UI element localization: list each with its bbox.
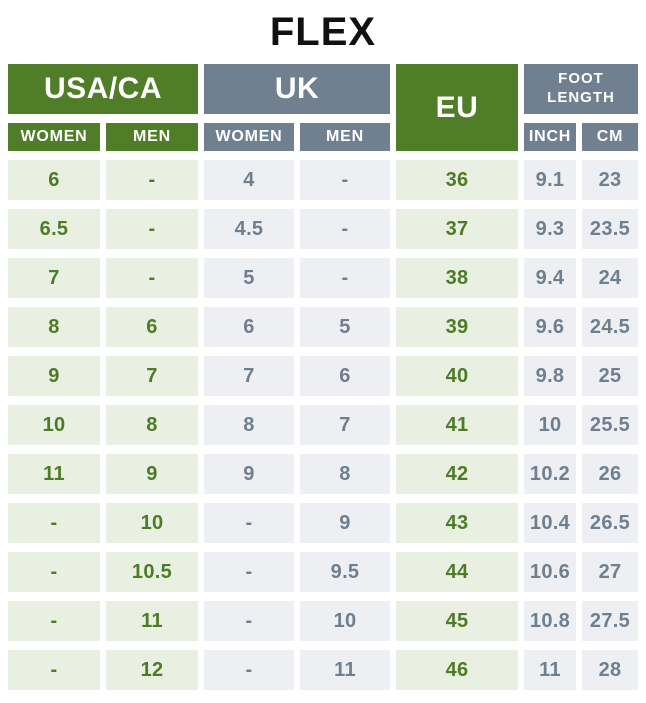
table-cell: 8 — [8, 307, 100, 347]
subheader-usaca-women: WOMEN — [8, 123, 100, 151]
table-cell: 9.6 — [524, 307, 576, 347]
table-cell: 26 — [582, 454, 638, 494]
table-cell: 12 — [106, 650, 198, 690]
table-cell: 43 — [396, 503, 518, 543]
header-group-eu: EU — [396, 64, 518, 151]
table-cell: 41 — [396, 405, 518, 445]
table-cell: 10 — [300, 601, 390, 641]
table-cell: - — [300, 160, 390, 200]
table-cell: 11 — [524, 650, 576, 690]
table-cell: 4 — [204, 160, 294, 200]
table-cell: - — [8, 552, 100, 592]
table-cell: 9 — [106, 454, 198, 494]
table-cell: 10 — [8, 405, 100, 445]
table-cell: 42 — [396, 454, 518, 494]
table-cell: 25.5 — [582, 405, 638, 445]
subheader-uk-men: MEN — [300, 123, 390, 151]
table-cell: 10.2 — [524, 454, 576, 494]
table-cell: - — [106, 209, 198, 249]
table-cell: 27 — [582, 552, 638, 592]
table-cell: 9.8 — [524, 356, 576, 396]
table-cell: - — [106, 258, 198, 298]
table-cell: 10 — [106, 503, 198, 543]
table-cell: 28 — [582, 650, 638, 690]
table-cell: 44 — [396, 552, 518, 592]
header-group-usa-ca: USA/CA — [8, 64, 198, 114]
table-cell: 45 — [396, 601, 518, 641]
table-cell: 9.3 — [524, 209, 576, 249]
table-cell: 11 — [8, 454, 100, 494]
table-cell: 9 — [204, 454, 294, 494]
table-cell: - — [8, 650, 100, 690]
table-cell: - — [106, 160, 198, 200]
table-cell: 8 — [300, 454, 390, 494]
table-cell: 10.4 — [524, 503, 576, 543]
table-cell: 37 — [396, 209, 518, 249]
table-cell: - — [204, 552, 294, 592]
table-cell: 23 — [582, 160, 638, 200]
table-cell: 24.5 — [582, 307, 638, 347]
table-cell: 9.5 — [300, 552, 390, 592]
table-cell: - — [300, 209, 390, 249]
table-cell: 6 — [204, 307, 294, 347]
subheader-usaca-men: MEN — [106, 123, 198, 151]
table-cell: 25 — [582, 356, 638, 396]
table-cell: 9 — [8, 356, 100, 396]
table-cell: 7 — [204, 356, 294, 396]
table-cell: 7 — [300, 405, 390, 445]
table-cell: 7 — [106, 356, 198, 396]
table-cell: 36 — [396, 160, 518, 200]
table-cell: 40 — [396, 356, 518, 396]
table-cell: 24 — [582, 258, 638, 298]
table-cell: 9 — [300, 503, 390, 543]
table-cell: 5 — [204, 258, 294, 298]
table-cell: 10.8 — [524, 601, 576, 641]
table-cell: 10.6 — [524, 552, 576, 592]
table-cell: 4.5 — [204, 209, 294, 249]
table-cell: 10.5 — [106, 552, 198, 592]
table-cell: 9.1 — [524, 160, 576, 200]
table-cell: 6.5 — [8, 209, 100, 249]
table-cell: 9.4 — [524, 258, 576, 298]
table-cell: 27.5 — [582, 601, 638, 641]
table-cell: 38 — [396, 258, 518, 298]
table-cell: 10 — [524, 405, 576, 445]
subheader-cm: CM — [582, 123, 638, 151]
table-cell: 6 — [106, 307, 198, 347]
table-cell: 5 — [300, 307, 390, 347]
table-cell: 6 — [300, 356, 390, 396]
table-cell: 39 — [396, 307, 518, 347]
table-cell: - — [204, 503, 294, 543]
table-cell: - — [204, 601, 294, 641]
table-cell: 8 — [106, 405, 198, 445]
table-cell: 26.5 — [582, 503, 638, 543]
foot-length-label: FOOT LENGTH — [547, 70, 615, 106]
table-cell: 8 — [204, 405, 294, 445]
table-cell: - — [8, 601, 100, 641]
subheader-uk-women: WOMEN — [204, 123, 294, 151]
subheader-inch: INCH — [524, 123, 576, 151]
header-group-foot-length: FOOT LENGTH — [524, 64, 638, 114]
table-cell: - — [8, 503, 100, 543]
table-cell: 7 — [8, 258, 100, 298]
page-title: FLEX — [269, 10, 377, 54]
header-group-uk: UK — [204, 64, 390, 114]
table-cell: - — [300, 258, 390, 298]
table-cell: 11 — [106, 601, 198, 641]
table-cell: 11 — [300, 650, 390, 690]
table-cell: - — [204, 650, 294, 690]
table-cell: 23.5 — [582, 209, 638, 249]
size-table: USA/CA UK EU FOOT LENGTH WOMEN MEN WOMEN… — [8, 64, 638, 690]
table-cell: 6 — [8, 160, 100, 200]
table-cell: 46 — [396, 650, 518, 690]
